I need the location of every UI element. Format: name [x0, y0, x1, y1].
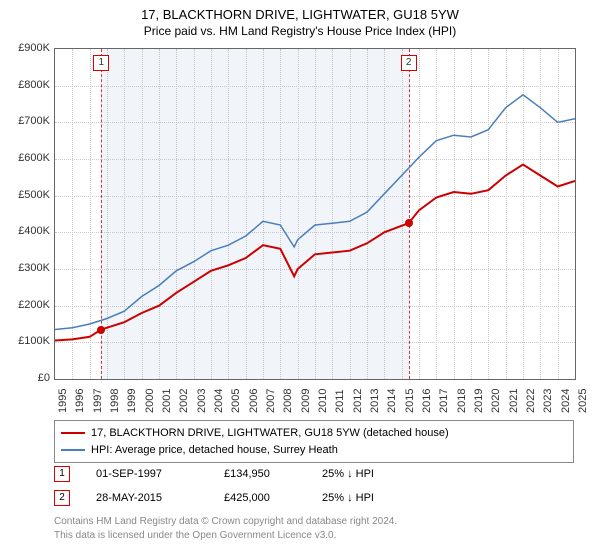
- ytick-label: £0: [2, 372, 50, 384]
- xtick-label: 2008: [282, 389, 294, 413]
- xtick-label: 2014: [386, 389, 398, 413]
- xtick-label: 2024: [560, 389, 572, 413]
- xtick-label: 2015: [404, 389, 416, 413]
- xtick-label: 2004: [213, 389, 225, 413]
- ytick-label: £600K: [2, 152, 50, 164]
- footer-line1: Contains HM Land Registry data © Crown c…: [54, 515, 574, 529]
- chart-title: 17, BLACKTHORN DRIVE, LIGHTWATER, GU18 5…: [0, 0, 600, 24]
- xtick-label: 2012: [352, 389, 364, 413]
- ytick-label: £200K: [2, 299, 50, 311]
- xtick-label: 2016: [421, 389, 433, 413]
- footer-line2: This data is licensed under the Open Gov…: [54, 529, 574, 543]
- ytick-label: £100K: [2, 335, 50, 347]
- xtick-label: 2000: [144, 389, 156, 413]
- legend: 17, BLACKTHORN DRIVE, LIGHTWATER, GU18 5…: [54, 420, 574, 463]
- xtick-label: 2002: [178, 389, 190, 413]
- footer: Contains HM Land Registry data © Crown c…: [54, 515, 574, 543]
- xtick-label: 2005: [230, 389, 242, 413]
- sales-date: 28-MAY-2015: [96, 492, 206, 504]
- chart-subtitle: Price paid vs. HM Land Registry's House …: [0, 24, 600, 40]
- xtick-label: 2001: [161, 389, 173, 413]
- ytick-label: £700K: [2, 115, 50, 127]
- xtick-label: 2022: [525, 389, 537, 413]
- sales-marker-icon: 1: [54, 466, 70, 482]
- xtick-label: 1995: [57, 389, 69, 413]
- sales-date: 01-SEP-1997: [96, 468, 206, 480]
- xtick-label: 2017: [438, 389, 450, 413]
- ytick-label: £900K: [2, 42, 50, 54]
- xtick-label: 2003: [196, 389, 208, 413]
- ytick-label: £400K: [2, 225, 50, 237]
- legend-label-hpi: HPI: Average price, detached house, Surr…: [91, 442, 338, 459]
- xtick-label: 2021: [508, 389, 520, 413]
- xtick-label: 2020: [490, 389, 502, 413]
- sale-point: [405, 219, 413, 227]
- legend-item-hpi: HPI: Average price, detached house, Surr…: [61, 442, 567, 459]
- legend-swatch-property: [61, 432, 85, 434]
- xtick-label: 2009: [300, 389, 312, 413]
- xtick-label: 2010: [317, 389, 329, 413]
- xtick-label: 2013: [369, 389, 381, 413]
- sales-delta: 25% ↓ HPI: [322, 468, 432, 480]
- plot-area: 12: [54, 48, 576, 380]
- xtick-label: 2007: [265, 389, 277, 413]
- sales-price: £425,000: [224, 492, 304, 504]
- series-line-property: [55, 165, 575, 341]
- xtick-label: 2025: [577, 389, 589, 413]
- sales-delta: 25% ↓ HPI: [322, 492, 432, 504]
- xtick-label: 2023: [542, 389, 554, 413]
- xtick-label: 1997: [92, 389, 104, 413]
- xtick-label: 2011: [334, 389, 346, 413]
- xtick-label: 1999: [126, 389, 138, 413]
- xtick-label: 2018: [456, 389, 468, 413]
- sales-table: 1 01-SEP-1997 £134,950 25% ↓ HPI 2 28-MA…: [54, 462, 574, 510]
- ytick-label: £300K: [2, 262, 50, 274]
- legend-item-property: 17, BLACKTHORN DRIVE, LIGHTWATER, GU18 5…: [61, 425, 567, 442]
- xtick-label: 2019: [473, 389, 485, 413]
- sales-row: 1 01-SEP-1997 £134,950 25% ↓ HPI: [54, 462, 574, 486]
- sale-point: [97, 326, 105, 334]
- sales-row: 2 28-MAY-2015 £425,000 25% ↓ HPI: [54, 486, 574, 510]
- ytick-label: £800K: [2, 79, 50, 91]
- xtick-label: 1998: [109, 389, 121, 413]
- series-line-hpi: [55, 95, 575, 330]
- sales-marker-icon: 2: [54, 490, 70, 506]
- sales-price: £134,950: [224, 468, 304, 480]
- legend-swatch-hpi: [61, 449, 85, 451]
- ytick-label: £500K: [2, 189, 50, 201]
- chart-container: 17, BLACKTHORN DRIVE, LIGHTWATER, GU18 5…: [0, 0, 600, 560]
- xtick-label: 1996: [74, 389, 86, 413]
- xtick-label: 2006: [248, 389, 260, 413]
- legend-label-property: 17, BLACKTHORN DRIVE, LIGHTWATER, GU18 5…: [91, 425, 449, 442]
